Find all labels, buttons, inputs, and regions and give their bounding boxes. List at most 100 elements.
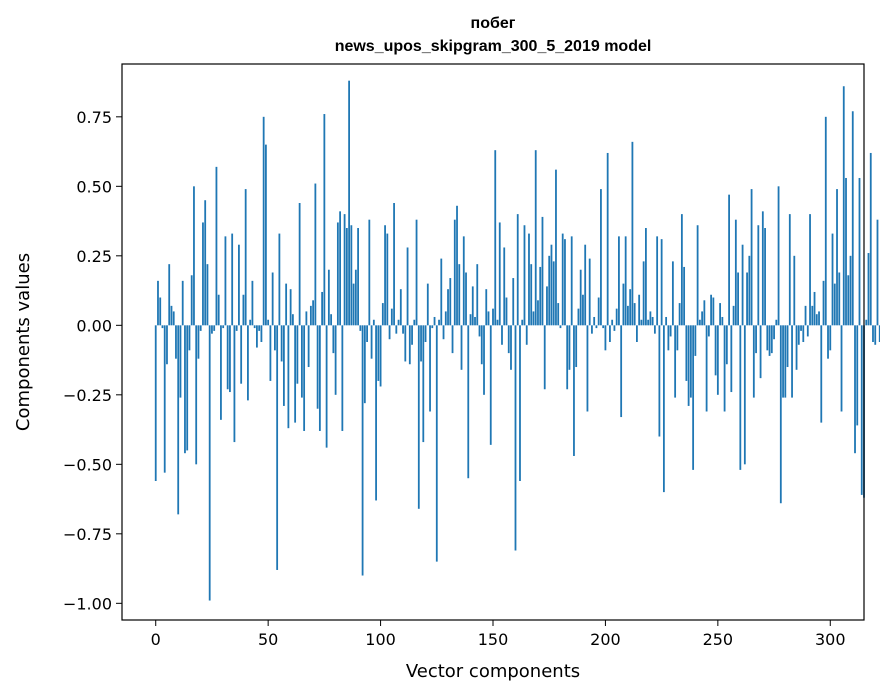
bar-301 xyxy=(831,233,834,326)
bar-52 xyxy=(271,272,274,326)
bar-248 xyxy=(712,297,715,326)
bar-265 xyxy=(750,189,753,326)
bar-198 xyxy=(600,189,602,326)
y-tick-label: −0.25 xyxy=(63,386,112,405)
bar-252 xyxy=(721,316,724,326)
bar-136 xyxy=(460,325,463,370)
bar-276 xyxy=(775,319,778,326)
bar-4 xyxy=(163,325,166,473)
bar-285 xyxy=(795,325,798,370)
bar-144 xyxy=(478,325,481,337)
bar-121 xyxy=(426,283,429,326)
bar-141 xyxy=(471,286,474,326)
bar-47 xyxy=(260,325,263,342)
bar-188 xyxy=(577,308,580,326)
x-tick-label: 150 xyxy=(478,630,509,649)
bar-205 xyxy=(615,308,618,326)
bar-67 xyxy=(305,311,308,326)
bar-130 xyxy=(447,289,449,326)
bar-10 xyxy=(177,325,180,515)
bar-258 xyxy=(734,219,737,326)
bar-209 xyxy=(624,236,627,326)
bar-319 xyxy=(872,325,874,342)
bar-34 xyxy=(231,233,234,326)
bar-305 xyxy=(840,325,843,412)
bar-216 xyxy=(640,319,643,326)
bar-125 xyxy=(435,325,438,562)
y-tick-label: 0.75 xyxy=(76,108,112,127)
bar-275 xyxy=(773,325,775,340)
bar-98 xyxy=(375,325,377,501)
bar-108 xyxy=(397,319,400,326)
bar-296 xyxy=(820,325,823,423)
bar-302 xyxy=(833,283,836,326)
bar-55 xyxy=(278,233,281,326)
bar-233 xyxy=(678,303,681,326)
bar-16 xyxy=(190,275,193,326)
bar-137 xyxy=(462,236,465,326)
bar-312 xyxy=(856,325,859,426)
bar-162 xyxy=(519,325,521,481)
bar-183 xyxy=(566,325,569,390)
y-axis-label: Components values xyxy=(13,253,34,431)
bar-239 xyxy=(692,325,695,470)
bar-5 xyxy=(166,325,168,365)
bar-307 xyxy=(845,177,847,326)
x-axis-ticks: 0 50 100 150 200 250 300 xyxy=(151,620,846,649)
bar-152 xyxy=(496,319,499,326)
bar-185 xyxy=(570,236,573,326)
bar-79 xyxy=(332,325,335,354)
bar-306 xyxy=(842,86,845,326)
bar-69 xyxy=(309,305,312,326)
bar-33 xyxy=(229,325,231,393)
bar-101 xyxy=(381,303,384,326)
bar-255 xyxy=(728,194,730,326)
bar-311 xyxy=(854,325,856,454)
bar-135 xyxy=(458,264,461,326)
bar-40 xyxy=(244,189,247,326)
bar-76 xyxy=(325,325,328,448)
bar-35 xyxy=(233,325,236,443)
bar-272 xyxy=(766,325,769,351)
bar-138 xyxy=(465,272,467,326)
bar-299 xyxy=(827,325,829,359)
bar-112 xyxy=(406,247,409,326)
bar-256 xyxy=(730,325,733,393)
bar-58 xyxy=(285,283,288,326)
bar-316 xyxy=(865,319,868,326)
bar-13 xyxy=(184,325,186,454)
bar-231 xyxy=(674,325,677,398)
bar-273 xyxy=(768,325,771,356)
bar-62 xyxy=(294,325,297,423)
bar-0 xyxy=(154,325,157,481)
bar-221 xyxy=(651,316,654,326)
bar-51 xyxy=(269,325,272,381)
bar-9 xyxy=(175,325,177,359)
bar-317 xyxy=(867,253,870,326)
bar-165 xyxy=(525,325,528,345)
bar-284 xyxy=(793,255,796,326)
bar-313 xyxy=(858,177,861,326)
y-tick-label: 0.25 xyxy=(76,247,112,266)
bar-78 xyxy=(330,314,333,326)
bar-234 xyxy=(680,214,683,326)
bar-211 xyxy=(629,289,632,326)
bar-217 xyxy=(642,261,645,326)
bar-128 xyxy=(442,325,445,340)
bar-86 xyxy=(348,80,350,326)
bar-114 xyxy=(411,325,413,345)
bar-80 xyxy=(334,325,337,395)
bar-161 xyxy=(516,214,519,326)
bar-153 xyxy=(498,222,501,326)
bar-238 xyxy=(689,325,692,398)
bar-126 xyxy=(438,319,440,326)
bar-288 xyxy=(802,325,805,342)
bar-142 xyxy=(474,316,476,326)
y-tick-label: −0.75 xyxy=(63,525,112,544)
bar-260 xyxy=(739,325,742,470)
bar-320 xyxy=(874,325,877,345)
bar-160 xyxy=(514,325,517,551)
bar-214 xyxy=(636,325,638,342)
bar-59 xyxy=(287,325,290,429)
bar-131 xyxy=(449,278,452,326)
